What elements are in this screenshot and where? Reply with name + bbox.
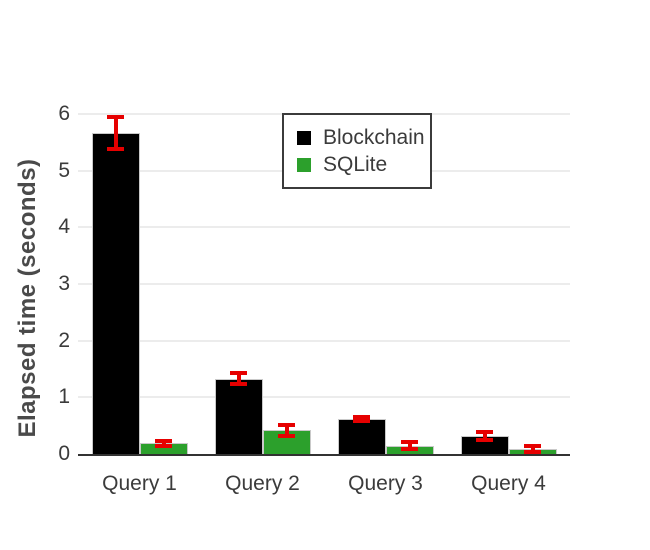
error-bar-sqlite-query-1	[161, 440, 166, 446]
legend: Blockchain SQLite	[282, 113, 432, 189]
error-cap-top-blockchain-query-4	[476, 430, 493, 435]
error-bar-blockchain-query-4	[482, 432, 487, 441]
legend-swatch-blockchain	[297, 130, 311, 145]
y-tick-label-4: 4	[58, 215, 70, 239]
error-cap-top-sqlite-query-1	[155, 438, 172, 443]
y-tick-label-3: 3	[58, 272, 70, 295]
error-bar-blockchain-query-2	[236, 372, 241, 385]
error-cap-bottom-blockchain-query-4	[476, 438, 493, 443]
error-cap-top-sqlite-query-4	[524, 444, 541, 449]
error-cap-bottom-sqlite-query-2	[278, 433, 295, 438]
gridline-y-2	[78, 339, 570, 342]
bar-blockchain-query-2	[214, 378, 263, 454]
plot-area	[78, 113, 570, 456]
y-tick-label-1: 1	[58, 385, 70, 409]
error-cap-bottom-blockchain-query-1	[107, 146, 124, 151]
error-bar-blockchain-query-3	[359, 416, 364, 422]
gridline-y-4	[78, 226, 570, 229]
error-cap-top-sqlite-query-3	[401, 440, 418, 445]
error-cap-bottom-blockchain-query-2	[230, 382, 247, 387]
x-axis-label-query-2: Query 2	[225, 472, 300, 495]
legend-label-sqlite: SQLite	[323, 152, 388, 176]
x-axis-label-query-4: Query 4	[471, 472, 546, 495]
y-tick-label-0: 0	[58, 442, 70, 465]
legend-item-blockchain: Blockchain	[297, 124, 425, 151]
error-bar-sqlite-query-4	[530, 446, 535, 452]
legend-label-blockchain: Blockchain	[323, 125, 425, 149]
legend-swatch-sqlite	[297, 157, 311, 172]
x-axis-label-query-1: Query 1	[102, 472, 177, 495]
error-bar-sqlite-query-2	[284, 424, 289, 436]
bar-blockchain-query-1	[91, 132, 140, 454]
y-tick-label-5: 5	[58, 158, 70, 182]
x-axis-label-query-3: Query 3	[348, 472, 423, 495]
error-cap-top-sqlite-query-2	[278, 422, 295, 427]
error-bar-sqlite-query-3	[407, 442, 412, 449]
error-cap-top-blockchain-query-1	[107, 114, 124, 119]
error-cap-top-blockchain-query-2	[230, 370, 247, 375]
error-bar-blockchain-query-1	[113, 116, 118, 149]
error-cap-bottom-blockchain-query-3	[353, 419, 370, 424]
y-tick-label-2: 2	[58, 328, 70, 352]
bar-blockchain-query-3	[337, 418, 386, 454]
error-cap-bottom-sqlite-query-3	[401, 446, 418, 451]
error-cap-bottom-sqlite-query-4	[524, 449, 541, 454]
error-cap-top-blockchain-query-3	[353, 414, 370, 419]
gridline-y-3	[78, 283, 570, 285]
gridline-y-1	[78, 396, 570, 399]
y-tick-label-6: 6	[58, 102, 70, 125]
legend-item-sqlite: SQLite	[297, 151, 425, 178]
error-cap-bottom-sqlite-query-1	[155, 443, 172, 448]
